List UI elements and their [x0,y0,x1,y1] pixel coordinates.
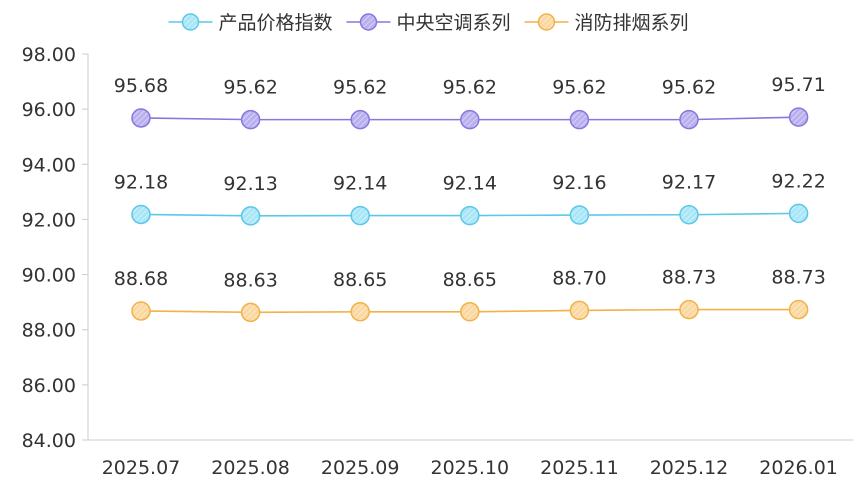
legend-label: 中央空调系列 [397,12,511,34]
data-point-hatch [571,111,588,128]
legend-label: 产品价格指数 [219,12,333,34]
data-label: 88.65 [333,269,387,291]
data-label: 95.62 [552,77,606,99]
series-layer: 92.18 92.13 92.14 92.14 92.16 92.17 92.22 95.68… [114,74,826,323]
legend-marker-hatch [361,15,376,29]
data-label: 95.62 [333,77,387,99]
data-label: 92.18 [114,171,168,193]
data-point-hatch [461,207,478,224]
data-label: 95.71 [771,74,825,96]
x-tick-label: 2025.09 [321,457,400,479]
data-point-hatch [571,302,588,319]
data-point-hatch [242,304,259,321]
data-point-hatch [790,301,807,318]
x-tick-label: 2025.07 [102,457,181,479]
data-label: 92.13 [223,173,277,195]
y-tick-label: 88.00 [22,320,76,342]
data-label: 95.62 [443,77,497,99]
series-2: 88.68 88.63 88.65 88.65 88.70 88.73 88.73 [114,267,826,323]
data-label: 92.14 [333,173,387,195]
data-point-hatch [352,303,369,320]
data-point-hatch [133,206,149,223]
legend-label: 消防排烟系列 [575,12,689,34]
data-point-hatch [352,207,369,224]
x-tick-label: 2025.12 [650,457,729,479]
y-tick-label: 94.00 [22,154,76,176]
data-point-hatch [242,111,259,128]
data-label: 92.17 [662,172,716,194]
data-label: 88.70 [552,267,606,289]
data-point-hatch [461,111,478,128]
data-label: 95.62 [662,77,716,99]
data-point-hatch [242,207,259,224]
data-point-hatch [461,303,478,320]
legend-item-2[interactable]: 消防排烟系列 [524,12,689,34]
data-label: 88.73 [771,267,825,289]
data-point-hatch [681,301,697,318]
x-axis: 2025.07 2025.08 2025.09 2025.10 2025.11 2025.… [88,439,853,479]
y-axis: 84.00 86.00 88.00 90.00 92.00 94.00 96.00 98.00 [22,44,89,452]
y-tick-label: 96.00 [22,99,76,121]
data-point-hatch [133,302,149,319]
legend-item-0[interactable]: 产品价格指数 [168,12,333,34]
series-0: 92.18 92.13 92.14 92.14 92.16 92.17 92.22 [114,170,826,226]
y-tick-label: 98.00 [22,44,76,66]
data-point-hatch [681,111,697,128]
x-tick-label: 2025.08 [211,457,290,479]
x-tick-label: 2025.10 [431,457,510,479]
y-tick-label: 86.00 [22,375,76,397]
y-tick-label: 84.00 [22,430,76,452]
data-point-hatch [133,109,149,126]
data-point-hatch [790,205,807,222]
data-point-hatch [352,111,369,128]
legend-marker-hatch [539,15,554,29]
data-label: 88.68 [114,268,168,290]
data-label: 95.68 [114,75,168,97]
data-label: 88.63 [223,269,277,291]
data-label: 88.73 [662,267,716,289]
y-tick-label: 92.00 [22,209,76,231]
y-tick-label: 90.00 [22,265,76,287]
data-label: 95.62 [223,77,277,99]
data-label: 92.16 [552,172,606,194]
chart-legend: 产品价格指数 中央空调系列 消防排烟系列 [168,12,689,34]
data-point-hatch [790,109,807,126]
data-label: 92.14 [443,173,497,195]
x-tick-label: 2026.01 [759,457,838,479]
legend-item-1[interactable]: 中央空调系列 [346,12,511,34]
series-1: 95.68 95.62 95.62 95.62 95.62 95.62 95.71 [114,74,826,130]
legend-marker-hatch [183,15,198,29]
data-point-hatch [681,206,697,223]
x-tick-label: 2025.11 [540,457,619,479]
data-label: 88.65 [443,269,497,291]
data-label: 92.22 [771,170,825,192]
data-point-hatch [571,207,588,224]
